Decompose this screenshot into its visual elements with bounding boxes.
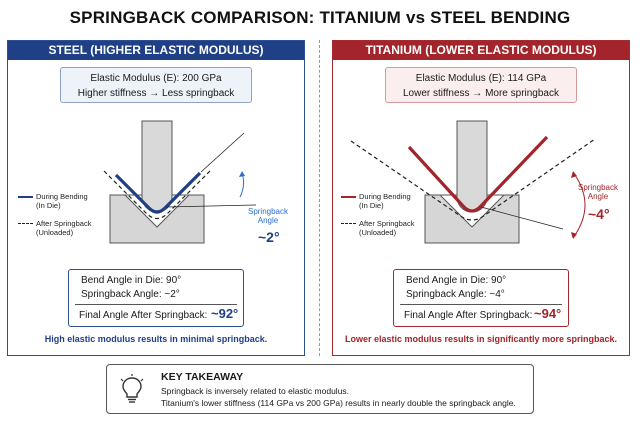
steel-legend-after-sub: (Unloaded) — [36, 228, 74, 237]
titanium-angle-arrow-top-icon — [571, 171, 577, 178]
steel-final-angle-label: Final Angle After Springback: — [79, 310, 208, 321]
steel-legend-after-label: After Springback — [36, 219, 92, 228]
titanium-bend-angle-row: Bend Angle in Die: 90° — [406, 275, 507, 286]
steel-stiffness-text: Higher stiffness → Less springback — [77, 88, 235, 99]
steel-springback-angle-label: Springback Angle — [246, 207, 290, 225]
steel-springback-row: Springback Angle: ~2° — [81, 289, 180, 300]
steel-results-divider — [75, 304, 237, 305]
titanium-final-angle-value: ~94° — [534, 306, 562, 321]
steel-bending-diagram — [103, 120, 257, 244]
steel-legend-solid-line — [18, 196, 33, 198]
steel-legend-bending-label: During Bending — [36, 192, 88, 201]
takeaway-line1: Springback is inversely related to elast… — [161, 386, 350, 396]
titanium-during-bending-line — [407, 135, 549, 213]
steel-modulus-text: Elastic Modulus (E): 200 GPa — [90, 73, 222, 84]
titanium-angle-arc — [574, 174, 586, 236]
lightbulb-icon — [120, 374, 144, 403]
titanium-final-angle-label: Final Angle After Springback: — [404, 310, 533, 321]
steel-springback-angle-value: ~2° — [258, 229, 280, 245]
titanium-panel: TITANIUM (LOWER ELASTIC MODULUS) Elastic… — [332, 40, 630, 356]
steel-angle-reference-line — [165, 204, 257, 208]
titanium-springback-angle-value: ~4° — [588, 206, 610, 222]
titanium-results-divider — [400, 304, 562, 305]
titanium-angle-label-line2: Angle — [587, 192, 609, 201]
titanium-legend-bending-label: During Bending — [359, 192, 411, 201]
takeaway-title: KEY TAKEAWAY — [161, 371, 244, 383]
titanium-properties-box: Elastic Modulus (E): 114 GPa Lower stiff… — [385, 67, 577, 103]
steel-legend-dashed-line — [18, 223, 33, 224]
steel-angle-label-line1: Springback — [247, 207, 289, 216]
steel-angle-label-line2: Angle — [257, 216, 279, 225]
steel-conclusion: High elastic modulus results in minimal … — [44, 334, 268, 344]
takeaway-line2: Titanium's lower stiffness (114 GPa vs 2… — [161, 398, 516, 408]
steel-final-angle-value: ~92° — [211, 306, 239, 321]
steel-panel: STEEL (HIGHER ELASTIC MODULUS) Elastic M… — [7, 40, 305, 356]
titanium-springback-angle-label: Springback Angle — [573, 183, 623, 201]
titanium-angle-arrow-bottom-icon — [571, 232, 577, 239]
steel-angle-arrow-icon — [239, 171, 245, 177]
steel-panel-header: STEEL (HIGHER ELASTIC MODULUS) — [8, 41, 304, 60]
key-takeaway-box: KEY TAKEAWAY Springback is inversely rel… — [106, 364, 534, 414]
steel-punch — [141, 120, 173, 213]
titanium-punch — [456, 120, 488, 213]
titanium-legend-after-label: After Springback — [359, 219, 415, 228]
titanium-legend-bending-sub: (In Die) — [359, 201, 384, 210]
steel-angle-dashed-reference — [200, 132, 245, 173]
steel-results-box: Bend Angle in Die: 90° Springback Angle:… — [68, 269, 244, 327]
titanium-angle-reference-line — [480, 206, 564, 230]
titanium-angle-label-line1: Springback — [577, 183, 619, 192]
titanium-legend-after-sub: (Unloaded) — [359, 228, 397, 237]
steel-during-bending-line — [114, 171, 202, 214]
titanium-springback-row: Springback Angle: ~4° — [406, 289, 505, 300]
titanium-stiffness-text: Lower stiffness → More springback — [403, 88, 559, 99]
steel-after-springback-line — [103, 168, 213, 220]
steel-bend-angle-row: Bend Angle in Die: 90° — [81, 275, 182, 286]
titanium-bending-diagram — [350, 120, 596, 244]
titanium-conclusion: Lower elastic modulus results in signifi… — [344, 334, 618, 344]
steel-properties-box: Elastic Modulus (E): 200 GPa Higher stif… — [60, 67, 252, 103]
titanium-legend-dashed-line — [341, 223, 356, 224]
titanium-legend-solid-line — [341, 196, 356, 198]
titanium-modulus-text: Elastic Modulus (E): 114 GPa — [415, 73, 547, 84]
titanium-results-box: Bend Angle in Die: 90° Springback Angle:… — [393, 269, 569, 327]
titanium-panel-header: TITANIUM (LOWER ELASTIC MODULUS) — [333, 41, 629, 60]
steel-legend-bending-sub: (In Die) — [36, 201, 61, 210]
page-title: SPRINGBACK COMPARISON: TITANIUM vs STEEL… — [69, 8, 571, 27]
panel-divider — [319, 40, 320, 356]
